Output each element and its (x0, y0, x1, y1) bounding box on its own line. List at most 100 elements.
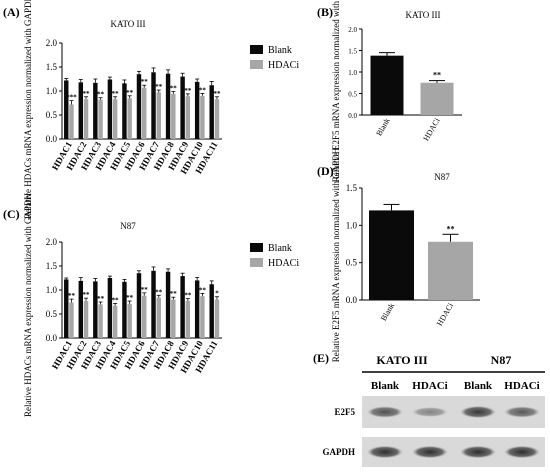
chart-b-title: KATO III (405, 10, 440, 20)
chart-a-bar (214, 99, 220, 139)
chart-c-ytick-label: 0.5 (46, 309, 58, 319)
chart-a-bar (112, 99, 118, 139)
chart-a-sig-label: *** (66, 94, 77, 102)
blot-band (412, 445, 448, 459)
blot-lane-1: Blank (371, 380, 400, 392)
panel-label-e: (E) (313, 351, 329, 365)
chart-b-bar (370, 55, 404, 115)
chart-a-legend-swatch (250, 60, 263, 69)
chart-c-bar (180, 276, 185, 338)
chart-a-bar (69, 104, 74, 139)
chart-c-bar (151, 270, 156, 338)
blot-lane-4: HDACi (504, 380, 539, 392)
chart-b-category-label: HDACi (421, 116, 442, 143)
blot-group-n87: N87 (491, 353, 512, 367)
blot-band (504, 445, 540, 459)
chart-a-bar (209, 85, 214, 139)
chart-a-bar (107, 79, 113, 139)
chart-c-ytick-label: 1.0 (46, 285, 58, 295)
chart-c-bar (127, 303, 132, 338)
chart-a-ytick-label: 1.5 (46, 62, 58, 72)
chart-a-bar (156, 92, 161, 139)
chart-a-bar (83, 99, 89, 139)
chart-d-ytick-label: 1.5 (346, 183, 358, 193)
chart-c-bar (83, 301, 89, 338)
chart-a-sig-label: ** (112, 90, 120, 98)
chart-a-bar (171, 93, 176, 139)
chart-a-bar (142, 87, 147, 139)
blot-band (460, 405, 496, 419)
chart-a-sig-label: ** (83, 90, 91, 98)
panel-label-b: (B) (317, 5, 333, 19)
chart-a-bar (127, 98, 132, 139)
western-blot: KATO III N87 Blank HDACi Blank HDACi E2F… (323, 353, 545, 467)
panel-label-a: (A) (3, 5, 20, 19)
chart-c-sig-label: ** (155, 288, 163, 296)
chart-a-sig-label: ** (141, 78, 149, 86)
chart-a-ylabel: Relative HDACs mRNA expression normalize… (23, 0, 33, 219)
chart-a-sig-label: ** (184, 87, 192, 95)
chart-c-sig-label: ** (83, 291, 91, 299)
chart-c-sig-label: ** (126, 294, 134, 302)
chart-c-title: N87 (120, 221, 136, 231)
chart-c: N87 Relative HDACs mRNA expression norma… (23, 193, 299, 417)
blot-band (460, 445, 496, 459)
chart-b-ytick-label: 1.5 (348, 48, 357, 56)
chart-a-ytick-label: 2.0 (46, 38, 58, 48)
chart-a-bar (78, 82, 84, 139)
chart-c-bar (142, 295, 147, 338)
chart-c-sig-label: ** (141, 286, 149, 294)
chart-c-ylabel: Relative HDACs mRNA expression normalize… (23, 193, 33, 417)
chart-a-bar (165, 73, 171, 139)
blot-lane-2: HDACi (412, 380, 447, 392)
chart-c-bar (122, 281, 127, 338)
chart-a-bar (194, 81, 200, 139)
chart-a-sig-label: ** (97, 91, 105, 99)
chart-a-sig-label: ** (170, 84, 178, 92)
chart-c-bar (64, 279, 69, 338)
chart-a-bar (98, 99, 103, 139)
chart-c-bar (112, 305, 118, 338)
chart-d-bar (369, 210, 414, 300)
chart-a-bar (185, 96, 191, 139)
chart-c-sig-label: ** (97, 295, 105, 303)
chart-b-bar (420, 82, 454, 115)
chart-c-sig-label: ** (199, 286, 207, 294)
chart-c-bar (78, 280, 84, 338)
chart-b-sig-label: ** (433, 71, 441, 80)
chart-b-category-label: Blank (374, 117, 391, 138)
chart-b: KATO III Relative E2F5 mRNA expression n… (331, 0, 462, 182)
chart-a-sig-label: ** (199, 86, 207, 94)
chart-c-bar (93, 281, 98, 338)
chart-b-ytick-label: 0.5 (348, 91, 357, 99)
chart-c-sig-label: * (215, 290, 219, 298)
chart-a-sig-label: ** (155, 83, 163, 91)
chart-c-bar (171, 299, 176, 338)
chart-a-bar (151, 72, 156, 139)
chart-c-sig-label: ** (170, 290, 178, 298)
chart-d-ytick-label: 0.5 (346, 258, 358, 268)
chart-d-bar (428, 241, 473, 300)
chart-a-legend-swatch (250, 45, 263, 54)
chart-a-bar (64, 80, 69, 139)
chart-c-legend-swatch (250, 258, 263, 267)
blot-row-label-gapdh: GAPDH (323, 447, 356, 457)
chart-c-bar (200, 296, 205, 338)
chart-d-category-label: HDACi (435, 301, 456, 328)
chart-c-bar (185, 301, 191, 338)
chart-c-sig-label: ** (112, 296, 120, 304)
chart-c-legend-label: HDACi (268, 258, 299, 269)
blot-band (367, 445, 403, 459)
blot-lane-3: Blank (464, 380, 493, 392)
chart-b-ytick-label: 2.0 (348, 26, 357, 34)
chart-a-sig-label: ** (213, 90, 221, 98)
chart-a-ytick-label: 0.0 (46, 134, 58, 144)
chart-b-ytick-label: 1.0 (348, 69, 357, 77)
chart-a-legend-label: Blank (268, 45, 292, 56)
chart-a-ytick-label: 1.0 (46, 86, 58, 96)
chart-d-title: N87 (434, 172, 450, 182)
chart-b-ylabel: Relative E2F5 mRNA expression normalized… (331, 0, 341, 182)
chart-d-ylabel: Relative E2F5 mRNA expression normalized… (331, 147, 341, 362)
chart-c-ytick-label: 1.5 (46, 261, 58, 271)
